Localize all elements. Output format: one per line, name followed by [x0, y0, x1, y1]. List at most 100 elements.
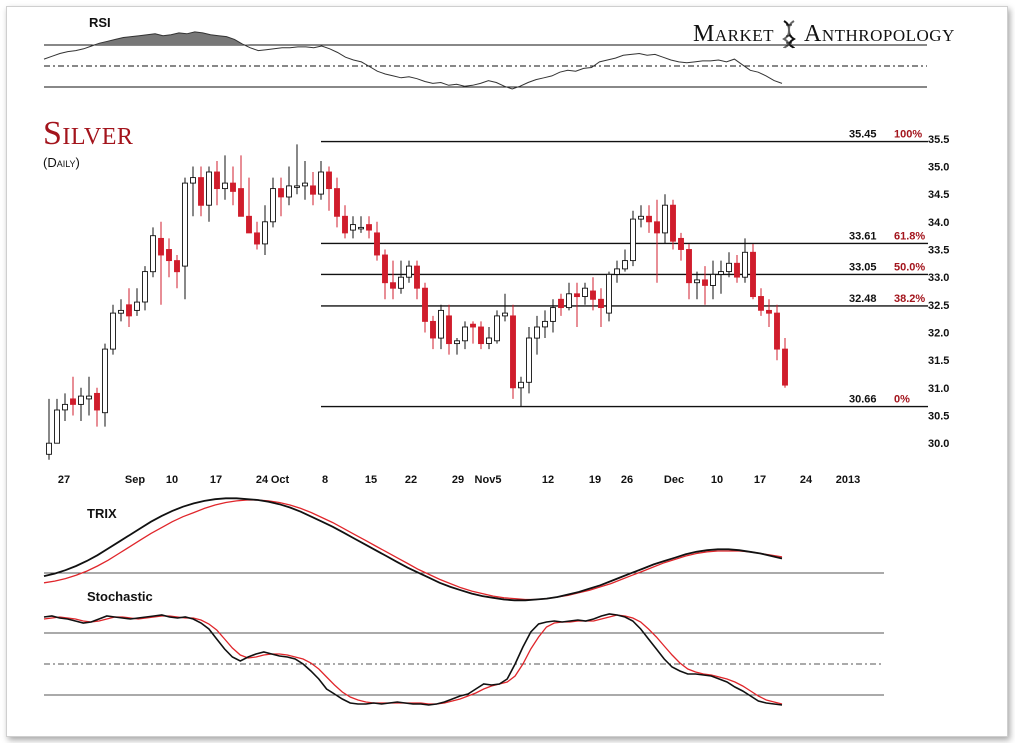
- candle-body: [46, 442, 52, 455]
- brand-word-2: Anthropology: [804, 20, 955, 47]
- fib-price-label: 33.61: [849, 230, 877, 242]
- candle-body: [206, 171, 212, 206]
- candle-body: [262, 221, 268, 245]
- candle-body: [278, 188, 284, 198]
- candle-body: [310, 185, 316, 195]
- trix-label: TRIX: [87, 506, 117, 521]
- candle-body: [62, 403, 68, 411]
- candle-body: [702, 279, 708, 286]
- x-tick-label: 15: [365, 474, 377, 486]
- rsi-line: [43, 31, 783, 90]
- candle-body: [86, 395, 92, 400]
- stoch-k-line: [43, 613, 783, 706]
- x-tick-label: 17: [210, 474, 222, 486]
- y-tick-label: 33.0: [928, 272, 949, 284]
- candle-body: [438, 309, 444, 339]
- brand-logo: Market Anthropology: [693, 19, 955, 49]
- candle-body: [246, 215, 252, 234]
- fib-percent-label: 100%: [894, 129, 922, 141]
- candle-body: [622, 260, 628, 270]
- candle-body: [110, 312, 116, 350]
- candle-body: [54, 409, 60, 444]
- candle-body: [134, 301, 140, 311]
- stochastic-label: Stochastic: [87, 589, 153, 604]
- x-tick-label: 26: [621, 474, 633, 486]
- candle-body: [142, 271, 148, 303]
- x-tick-label: 2013: [836, 474, 860, 486]
- chart-title: Silver: [43, 115, 134, 152]
- candle-body: [158, 237, 164, 256]
- candle-body: [726, 262, 732, 273]
- candle-body: [118, 309, 124, 314]
- candle-body: [542, 320, 548, 328]
- x-tick-label: 29: [452, 474, 464, 486]
- candle-body: [774, 312, 780, 350]
- candle-body: [350, 224, 356, 231]
- candle-body: [518, 381, 524, 389]
- y-tick-label: 31.0: [928, 383, 949, 395]
- candle-body: [382, 254, 388, 284]
- candle-body: [654, 221, 660, 234]
- chart-svg: 30.0 30.5 31.0 31.5 32.0 32.5 33.0 33.5 34.0 34.5…: [43, 31, 949, 706]
- x-tick-label: Nov5: [475, 474, 502, 486]
- candle-body: [534, 326, 540, 339]
- fib-price-label: 35.45: [849, 129, 877, 141]
- candle-body: [558, 298, 564, 309]
- candle-body: [102, 348, 108, 414]
- candle-body: [582, 287, 588, 297]
- candle-body: [254, 232, 260, 245]
- candle-body: [662, 204, 668, 234]
- candle-body: [686, 249, 692, 284]
- y-tick-label: 30.0: [928, 438, 949, 450]
- x-tick-label: Dec: [664, 474, 684, 486]
- chart-subtitle: (Daily): [43, 155, 80, 170]
- candle-body: [606, 273, 612, 314]
- candle-body: [718, 271, 724, 275]
- candle-body: [406, 265, 412, 278]
- candle-body: [294, 185, 300, 188]
- candle-body: [782, 348, 788, 386]
- candle-body: [422, 287, 428, 322]
- x-tick-label: 10: [711, 474, 723, 486]
- x-tick-label: Sep: [125, 474, 145, 486]
- candle-body: [390, 282, 396, 289]
- x-tick-label: 17: [754, 474, 766, 486]
- x-tick-label: Oct: [271, 474, 290, 486]
- y-tick-label: 31.5: [928, 355, 949, 367]
- y-tick-label: 32.0: [928, 328, 949, 340]
- candle-body: [598, 298, 604, 309]
- candle-body: [190, 177, 196, 184]
- y-tick-label: 34.0: [928, 217, 949, 229]
- rsi-overbought-fill: [44, 31, 782, 45]
- candle-body: [478, 326, 484, 345]
- candle-body: [94, 392, 100, 411]
- candle-body: [334, 188, 340, 217]
- fib-price-label: 32.48: [849, 293, 877, 305]
- y-tick-label: 35.5: [928, 134, 949, 146]
- x-tick-label: 27: [58, 474, 70, 486]
- candle-body: [126, 304, 132, 317]
- candle-body: [238, 188, 244, 217]
- y-tick-label: 30.5: [928, 411, 949, 423]
- candle-body: [734, 262, 740, 278]
- candle-body: [446, 315, 452, 345]
- x-tick-label: 22: [405, 474, 417, 486]
- candle-body: [766, 309, 772, 314]
- candle-body: [214, 171, 220, 190]
- x-tick-label: 10: [166, 474, 178, 486]
- y-tick-label: 33.5: [928, 245, 949, 257]
- candle-body: [502, 312, 508, 317]
- candle-body: [198, 177, 204, 206]
- dna-icon: [782, 20, 796, 49]
- candle-body: [150, 235, 156, 273]
- candle-body: [550, 307, 556, 322]
- x-tick-label: 12: [542, 474, 554, 486]
- candle-body: [222, 182, 228, 190]
- candle-body: [646, 215, 652, 223]
- candle-body: [590, 290, 596, 300]
- candle-body: [270, 188, 276, 223]
- trix-signal-line: [43, 499, 783, 601]
- candle-body: [302, 182, 308, 187]
- candle-body: [670, 204, 676, 242]
- stoch-d-line: [43, 614, 783, 705]
